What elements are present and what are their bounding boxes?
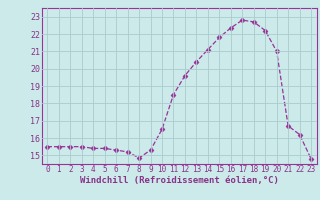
X-axis label: Windchill (Refroidissement éolien,°C): Windchill (Refroidissement éolien,°C) [80,176,279,185]
